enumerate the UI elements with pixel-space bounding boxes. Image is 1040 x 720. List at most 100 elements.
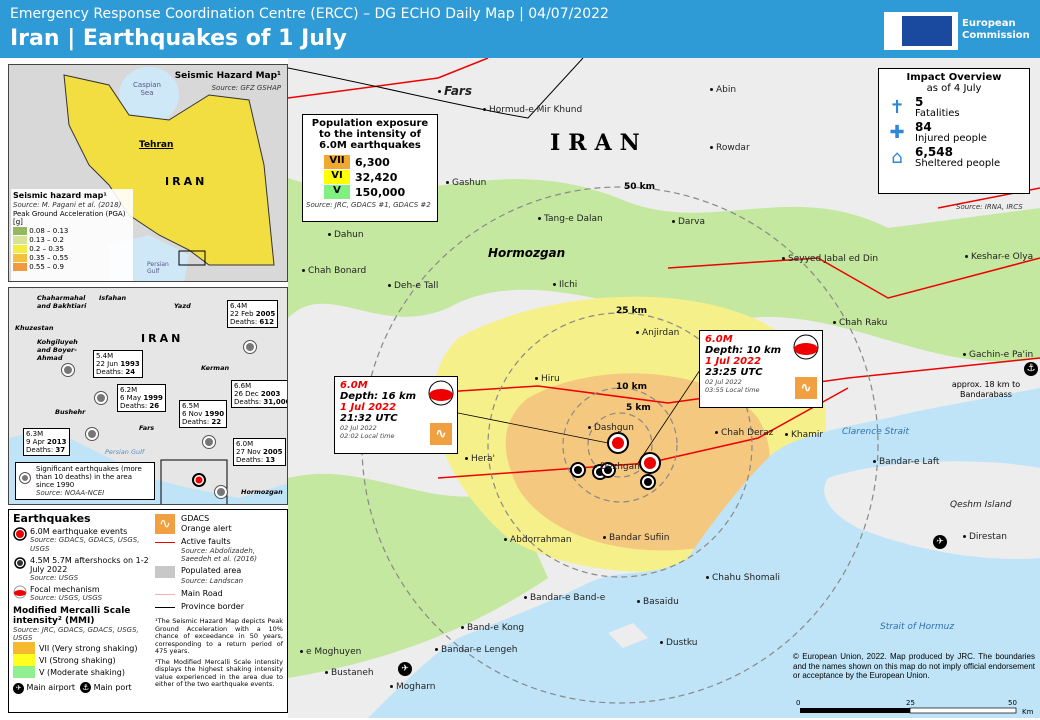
place-label: Chahu Shomali xyxy=(706,573,780,583)
impact-label: Sheltered people xyxy=(915,158,1001,169)
historical-quake-marker[interactable] xyxy=(214,485,228,499)
scale-label: 25 xyxy=(906,699,915,707)
hazard-swatch xyxy=(13,226,27,235)
historical-quake-marker[interactable] xyxy=(94,391,108,405)
hazard-class: 0.35 – 0.55 xyxy=(13,253,131,263)
place-label: Bandar Sufiin xyxy=(603,533,669,543)
hazard-class-label: 0.55 – 0.9 xyxy=(29,262,64,271)
place-label: Hormud-e Mir Khund xyxy=(483,105,582,115)
historical-quake-label: 6.0M 27 Nov 2005 Deaths: 13 xyxy=(233,438,286,466)
inset-region-label: Kohgiluyeh and Boyer-Ahmad xyxy=(37,338,78,362)
scale-label: 0 xyxy=(796,699,801,707)
province-border xyxy=(288,58,584,119)
eu-flag-icon xyxy=(902,16,952,46)
inset-region-label: Kerman xyxy=(201,364,230,372)
event-magnitude: 6.0M xyxy=(340,380,368,391)
impact-overview-box: Impact Overview as of 4 July ✝ 5 Fatalitie… xyxy=(878,68,1030,194)
earthquake-event-callout[interactable]: 6.0M Depth: 16 km 1 Jul 2022 21:32 UTC 0… xyxy=(334,376,458,454)
event-local-time: 03:55 Local time xyxy=(705,386,760,394)
border-line-icon xyxy=(155,607,175,612)
active-faults xyxy=(288,58,1040,479)
quake-date: 22 Jun xyxy=(96,360,119,368)
impact-value: 5 xyxy=(915,95,924,109)
gdacs-alert-label: Orange alert xyxy=(181,524,232,533)
population-row: VI 32,420 xyxy=(324,170,434,184)
quake-mag: 6.4M xyxy=(230,302,248,310)
legend-item-label: 4.5M 5.7M aftershocks on 1-2 July 2022 xyxy=(30,556,149,574)
hazard-legend-sub: Peak Ground Acceleration (PGA) [g] xyxy=(13,209,126,227)
place-label: Seyyed Jabal ed Din xyxy=(782,254,878,264)
country-label: IRAN xyxy=(550,130,648,156)
impact-value: 6,548 xyxy=(915,145,953,159)
quake-mag: 6.5M xyxy=(182,402,200,410)
hazard-swatch xyxy=(13,253,27,262)
inset-region-label: Chaharmahal and Bakhtiari xyxy=(37,294,87,310)
population-row: V 150,000 xyxy=(324,185,434,199)
border-label: Province border xyxy=(181,602,244,611)
quake-date: 6 May xyxy=(120,394,142,402)
main-earthquake-markers[interactable] xyxy=(607,432,661,474)
earthquake-event-callout[interactable]: 6.0M Depth: 10 km 1 Jul 2022 23:25 UTC 0… xyxy=(699,330,823,408)
mmi-legend-item: VII (Very strong shaking) xyxy=(13,642,153,654)
historical-quake-marker[interactable] xyxy=(61,363,75,377)
legend-item: 6.0M earthquake events Source: GDACS, GDA… xyxy=(13,527,153,554)
hazard-class-label: 0.2 – 0.35 xyxy=(29,244,64,253)
place-label: Bandar-e Laft xyxy=(873,457,939,467)
footnote-2: ²The Modified Mercalli Scale intensity d… xyxy=(155,657,283,688)
impact-title: Impact Overview xyxy=(906,72,1002,83)
deaths-label: Deaths: xyxy=(182,418,210,426)
sea-label: Caspian Sea xyxy=(133,81,161,97)
place-label: Tang-e Dalan xyxy=(538,214,603,224)
hazard-legend: Seismic hazard map¹ Source: M. Pagani et… xyxy=(11,189,133,281)
historical-quake-marker[interactable] xyxy=(243,340,257,354)
quake-mag: 6.3M xyxy=(26,430,44,438)
mmi-legend-item: VI (Strong shaking) xyxy=(13,654,153,666)
place-label: Hiru xyxy=(535,374,560,384)
place-label: Chah Raku xyxy=(833,318,887,328)
hazard-legend-source: Source: M. Pagani et al. (2018) xyxy=(13,201,122,209)
inset-region-label: Persian Gulf xyxy=(105,448,145,456)
gdacs-alert-icon: ∿ xyxy=(155,514,175,534)
place-label: Khamir xyxy=(785,430,823,440)
port-icon: ⚓ xyxy=(80,682,92,693)
event-utc: 21:32 UTC xyxy=(340,413,398,424)
airport-icon: ✈ xyxy=(398,662,412,676)
historical-quake-marker[interactable] xyxy=(202,435,216,449)
hazard-swatch xyxy=(13,244,27,253)
inset-region-label: IRAN xyxy=(141,332,184,345)
main-map[interactable]: Fars IRAN Hormozgan Hormud-e Mir Khund Ab… xyxy=(288,58,1040,718)
hazard-legend-title: Seismic hazard map¹ xyxy=(13,191,107,200)
historical-quake-marker[interactable] xyxy=(85,427,99,441)
historical-quake-label: 6.6M 26 Dec 2003 Deaths: 31,000 xyxy=(231,380,287,408)
inset-title: Seismic Hazard Map¹ xyxy=(174,71,281,81)
place-label: Bandar-e Lengeh xyxy=(435,645,517,655)
distance-ring-label: 5 km xyxy=(626,403,651,413)
deaths-label: Deaths: xyxy=(26,446,54,454)
quake-year: 1999 xyxy=(143,394,163,402)
event-utc: 23:25 UTC xyxy=(705,367,763,378)
distance-ring-label: 50 km xyxy=(624,182,656,192)
place-label: Deh-e Tall xyxy=(388,281,438,291)
scale-bar xyxy=(800,707,1017,714)
distance-ring-label: 10 km xyxy=(616,382,648,392)
inset-region-label: Yazd xyxy=(174,302,191,310)
event-date: 1 Jul 2022 xyxy=(340,402,397,413)
mmi-source: Source: JRC, GDACS, GDACS, USGS, USGS xyxy=(13,626,139,642)
gdacs-alert-icon: ∿ xyxy=(795,377,817,399)
inset-region-label: Isfahan xyxy=(99,294,127,302)
historical-quake-label: 5.4M 22 Jun 1993 Deaths: 24 xyxy=(93,350,143,378)
leader-line xyxy=(457,412,614,445)
focal-mechanism-icon xyxy=(13,585,27,603)
faults-label: Active faults xyxy=(181,537,231,546)
place-label: Dashgun xyxy=(588,423,634,433)
quake-deaths: 612 xyxy=(259,318,275,326)
focal-mechanism-icon xyxy=(793,334,819,360)
legend-item-source: Source: GDACS, GDACS, USGS, USGS xyxy=(30,536,140,553)
inset-source: Source: GFZ GSHAP xyxy=(211,84,281,92)
impact-item: ✚ 84 Injured people xyxy=(885,121,1023,144)
legend-item: Focal mechanism Source: USGS, USGS xyxy=(13,585,153,603)
historical-earthquakes-inset: Chaharmahal and Bakhtiari Isfahan Yazd Khuz… xyxy=(8,287,288,505)
mmi-swatch xyxy=(13,642,35,654)
deaths-label: Deaths: xyxy=(230,318,258,326)
country-label: IRAN xyxy=(165,175,208,188)
